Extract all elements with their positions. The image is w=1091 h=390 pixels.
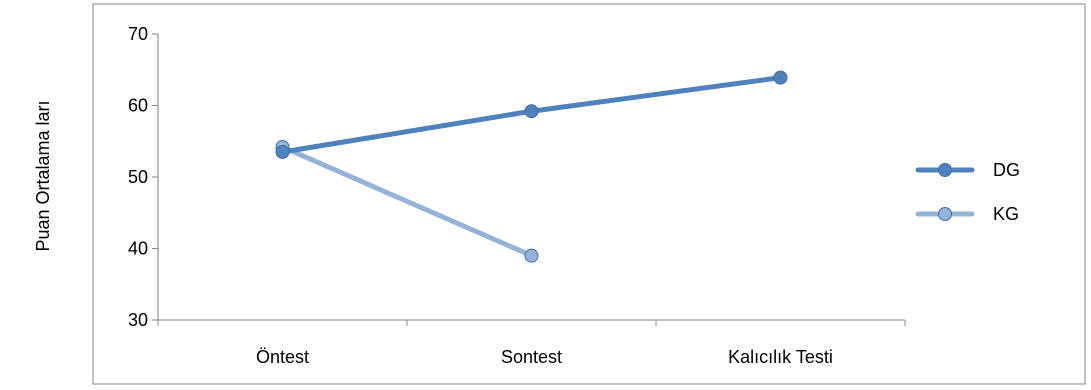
legend-label-dg: DG [993,160,1020,180]
data-point-kg [524,248,539,263]
y-tick-label: 50 [128,167,148,187]
y-axis-label: Puan Ortalama ları [33,100,53,251]
x-tick-label: Kalıcılık Testi [728,347,833,367]
series-layer [275,70,788,263]
y-tick-label: 40 [128,239,148,259]
legend: DG KG [915,160,1020,224]
series-line-kg [280,144,534,259]
x-tick-label: Öntest [256,347,309,367]
y-tick-label: 70 [128,24,148,44]
legend-marker-dg [938,163,952,177]
legend-label-kg: KG [993,204,1019,224]
data-point-dg [773,70,788,85]
y-tick-label: 30 [128,310,148,330]
data-point-dg [524,104,539,119]
chart-border [92,3,1086,385]
axes: 30 40 50 60 70 Öntest Sontest Kalıcılık Testi [128,24,906,367]
legend-marker-kg [938,207,952,221]
data-point-dg [275,144,290,159]
x-tick-label: Sontest [501,347,562,367]
y-tick-label: 60 [128,96,148,116]
